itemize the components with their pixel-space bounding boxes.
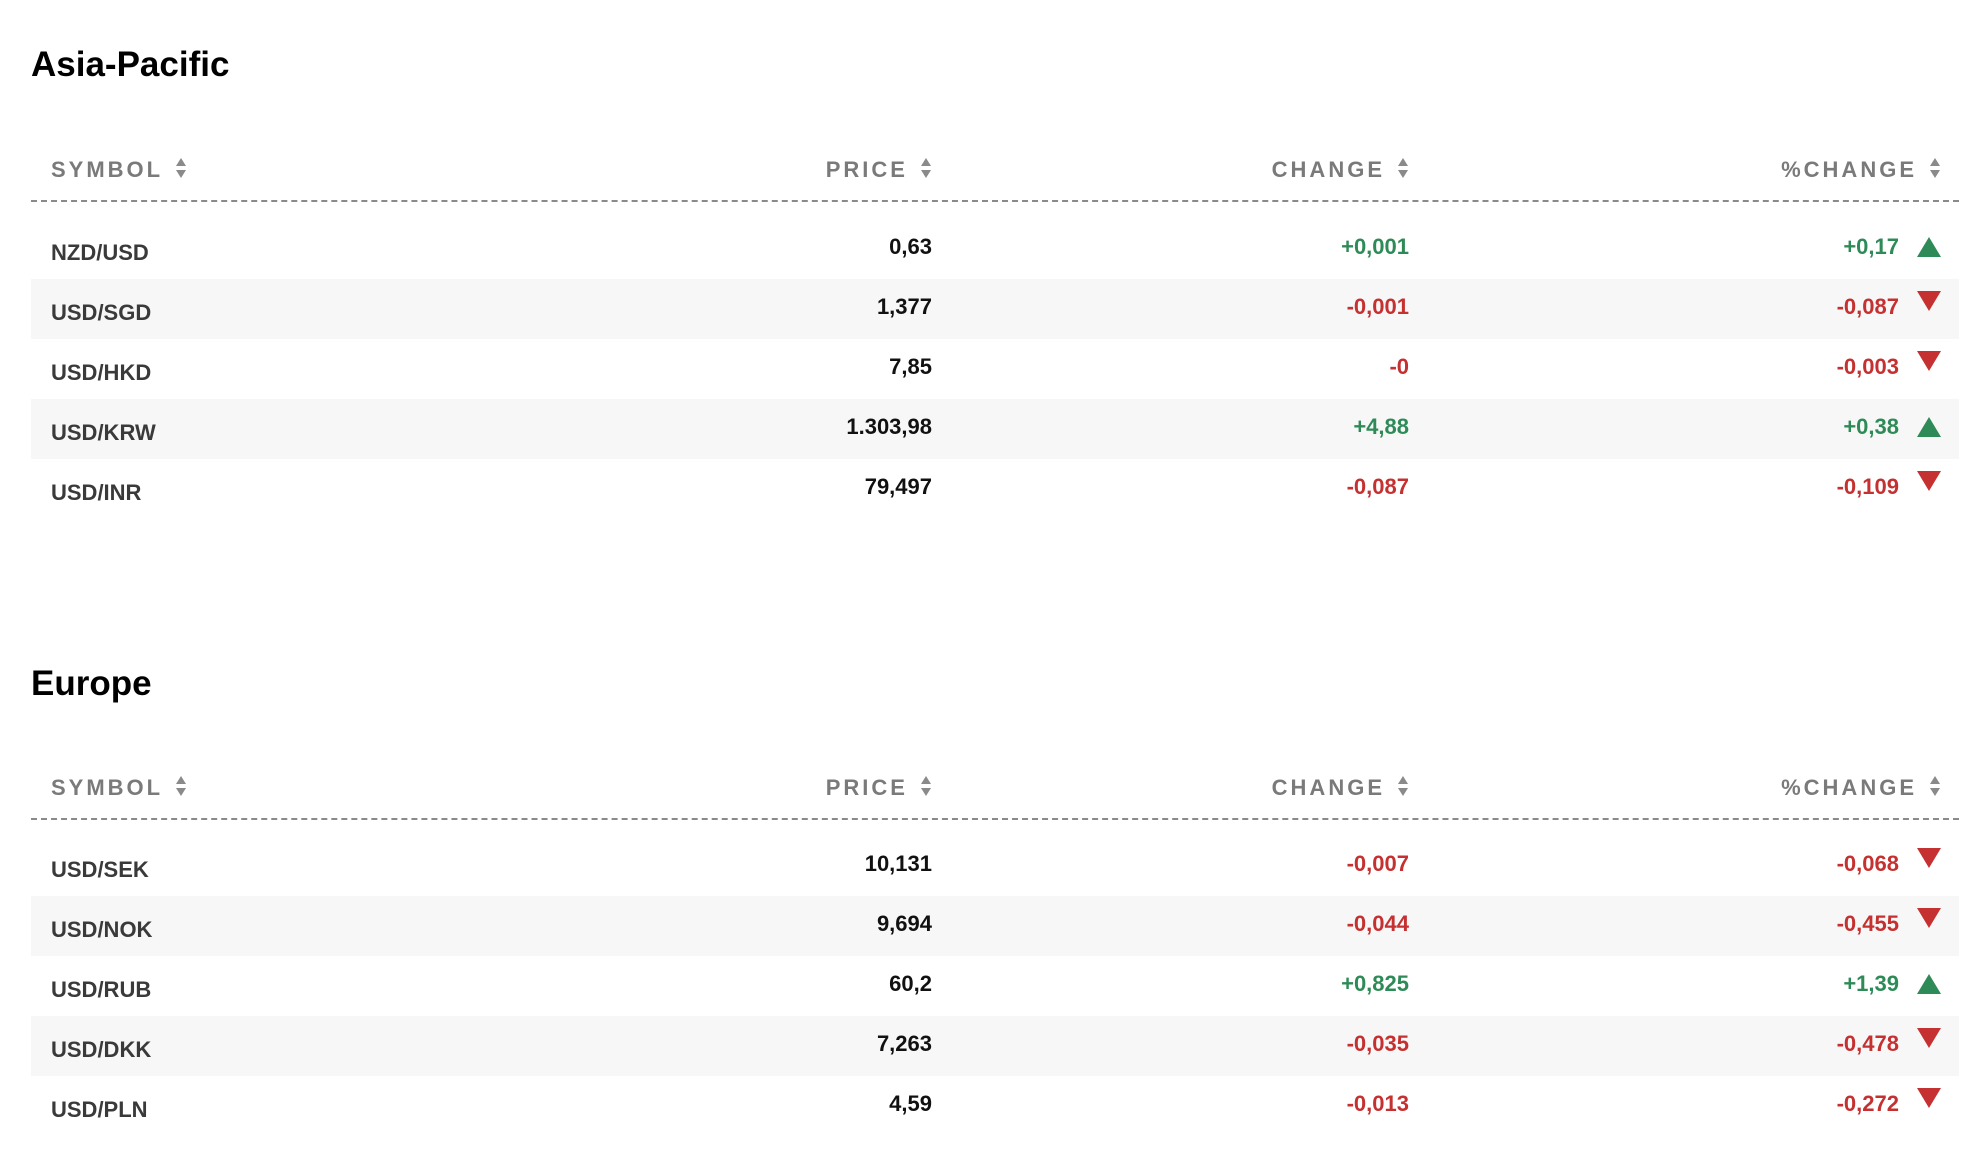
change-value: +0,001 (1341, 234, 1409, 259)
symbol-link[interactable]: USD/SEK (51, 857, 149, 882)
table-body: USD/SEK 10,131 -0,007 -0,068 USD/NOK 9,6… (31, 836, 1959, 1136)
table-row[interactable]: USD/KRW 1.303,98 +4,88 +0,38 (31, 399, 1959, 459)
change-value: -0,001 (1346, 294, 1409, 319)
price-value: 10,131 (864, 851, 932, 876)
price-column-header[interactable]: PRICE (826, 758, 932, 818)
pct-change-value: -0,109 (1836, 474, 1899, 499)
change-value: -0,035 (1346, 1031, 1409, 1056)
table-row[interactable]: USD/DKK 7,263 -0,035 -0,478 (31, 1016, 1959, 1076)
price-value: 79,497 (864, 474, 932, 499)
arrow-down-icon (1917, 1028, 1941, 1048)
section-title: Asia-Pacific (31, 45, 230, 84)
symbol-link[interactable]: USD/SGD (51, 300, 152, 325)
sort-icon[interactable] (920, 774, 932, 798)
change-value: -0,044 (1346, 911, 1409, 936)
arrow-down-icon (1917, 471, 1941, 491)
price-header-label: PRICE (825, 775, 908, 800)
change-value: -0,007 (1346, 851, 1409, 876)
change-value: -0 (1389, 354, 1409, 379)
pct-change-value: -0,087 (1836, 294, 1899, 319)
arrow-down-icon (1917, 351, 1941, 371)
price-value: 60,2 (889, 971, 932, 996)
change-value: -0,013 (1346, 1091, 1409, 1116)
arrow-down-icon (1917, 908, 1941, 928)
pct-change-value: +0,38 (1843, 414, 1899, 439)
arrow-up-icon (1917, 974, 1941, 994)
change-column-header[interactable]: CHANGE (1272, 140, 1409, 200)
table-header: SYMBOL PRICE CHANGE %CHANGE (31, 140, 1959, 202)
table-row[interactable]: USD/PLN 4,59 -0,013 -0,272 (31, 1076, 1959, 1136)
symbol-column-header[interactable]: SYMBOL (51, 140, 187, 200)
price-header-label: PRICE (825, 157, 908, 182)
pct-change-column-header[interactable]: %CHANGE (1781, 758, 1941, 818)
table-body: NZD/USD 0,63 +0,001 +0,17 USD/SGD 1,377 … (31, 219, 1959, 519)
symbol-header-label: SYMBOL (51, 157, 164, 182)
change-value: -0,087 (1346, 474, 1409, 499)
price-value: 7,263 (876, 1031, 932, 1056)
symbol-link[interactable]: USD/HKD (51, 360, 152, 385)
symbol-column-header[interactable]: SYMBOL (51, 758, 187, 818)
symbol-link[interactable]: USD/KRW (51, 420, 156, 445)
symbol-link[interactable]: NZD/USD (51, 240, 149, 265)
price-value: 4,59 (889, 1091, 932, 1116)
pct-change-column-header[interactable]: %CHANGE (1781, 140, 1941, 200)
pct-change-header-label: %CHANGE (1781, 157, 1917, 182)
arrow-down-icon (1917, 1088, 1941, 1108)
symbol-link[interactable]: USD/PLN (51, 1097, 148, 1122)
pct-change-header-label: %CHANGE (1781, 775, 1917, 800)
section-title: Europe (31, 664, 152, 703)
table-row[interactable]: USD/SGD 1,377 -0,001 -0,087 (31, 279, 1959, 339)
sort-icon[interactable] (1397, 156, 1409, 180)
arrow-up-icon (1917, 237, 1941, 257)
symbol-link[interactable]: USD/NOK (51, 917, 153, 942)
pct-change-value: -0,455 (1836, 911, 1899, 936)
table-row[interactable]: USD/HKD 7,85 -0 -0,003 (31, 339, 1959, 399)
symbol-header-label: SYMBOL (51, 775, 164, 800)
table-row[interactable]: USD/INR 79,497 -0,087 -0,109 (31, 459, 1959, 519)
arrow-down-icon (1917, 291, 1941, 311)
sort-icon[interactable] (1397, 774, 1409, 798)
section-europe: Europe SYMBOL PRICE CHANGE %CHANGE USD/S… (31, 659, 1959, 1139)
pct-change-value: +0,17 (1843, 234, 1899, 259)
change-header-label: CHANGE (1271, 775, 1385, 800)
symbol-link[interactable]: USD/RUB (51, 977, 152, 1002)
price-value: 1,377 (876, 294, 932, 319)
change-value: +0,825 (1341, 971, 1409, 996)
price-value: 7,85 (889, 354, 932, 379)
arrow-down-icon (1917, 848, 1941, 868)
sort-icon[interactable] (175, 156, 187, 180)
table-row[interactable]: USD/NOK 9,694 -0,044 -0,455 (31, 896, 1959, 956)
symbol-link[interactable]: USD/DKK (51, 1037, 152, 1062)
pct-change-value: +1,39 (1843, 971, 1899, 996)
price-value: 1.303,98 (846, 414, 932, 439)
symbol-link[interactable]: USD/INR (51, 480, 142, 505)
change-header-label: CHANGE (1271, 157, 1385, 182)
pct-change-value: -0,272 (1836, 1091, 1899, 1116)
change-column-header[interactable]: CHANGE (1272, 758, 1409, 818)
sort-icon[interactable] (920, 156, 932, 180)
table-row[interactable]: USD/RUB 60,2 +0,825 +1,39 (31, 956, 1959, 1016)
section-asia-pacific: Asia-Pacific SYMBOL PRICE CHANGE %CHANGE… (31, 40, 1959, 510)
table-row[interactable]: USD/SEK 10,131 -0,007 -0,068 (31, 836, 1959, 896)
price-value: 0,63 (889, 234, 932, 259)
pct-change-value: -0,003 (1836, 354, 1899, 379)
pct-change-value: -0,478 (1836, 1031, 1899, 1056)
change-value: +4,88 (1353, 414, 1409, 439)
price-column-header[interactable]: PRICE (826, 140, 932, 200)
sort-icon[interactable] (1929, 156, 1941, 180)
pct-change-value: -0,068 (1836, 851, 1899, 876)
sort-icon[interactable] (1929, 774, 1941, 798)
table-header: SYMBOL PRICE CHANGE %CHANGE (31, 758, 1959, 820)
price-value: 9,694 (876, 911, 932, 936)
sort-icon[interactable] (175, 774, 187, 798)
arrow-up-icon (1917, 417, 1941, 437)
table-row[interactable]: NZD/USD 0,63 +0,001 +0,17 (31, 219, 1959, 279)
